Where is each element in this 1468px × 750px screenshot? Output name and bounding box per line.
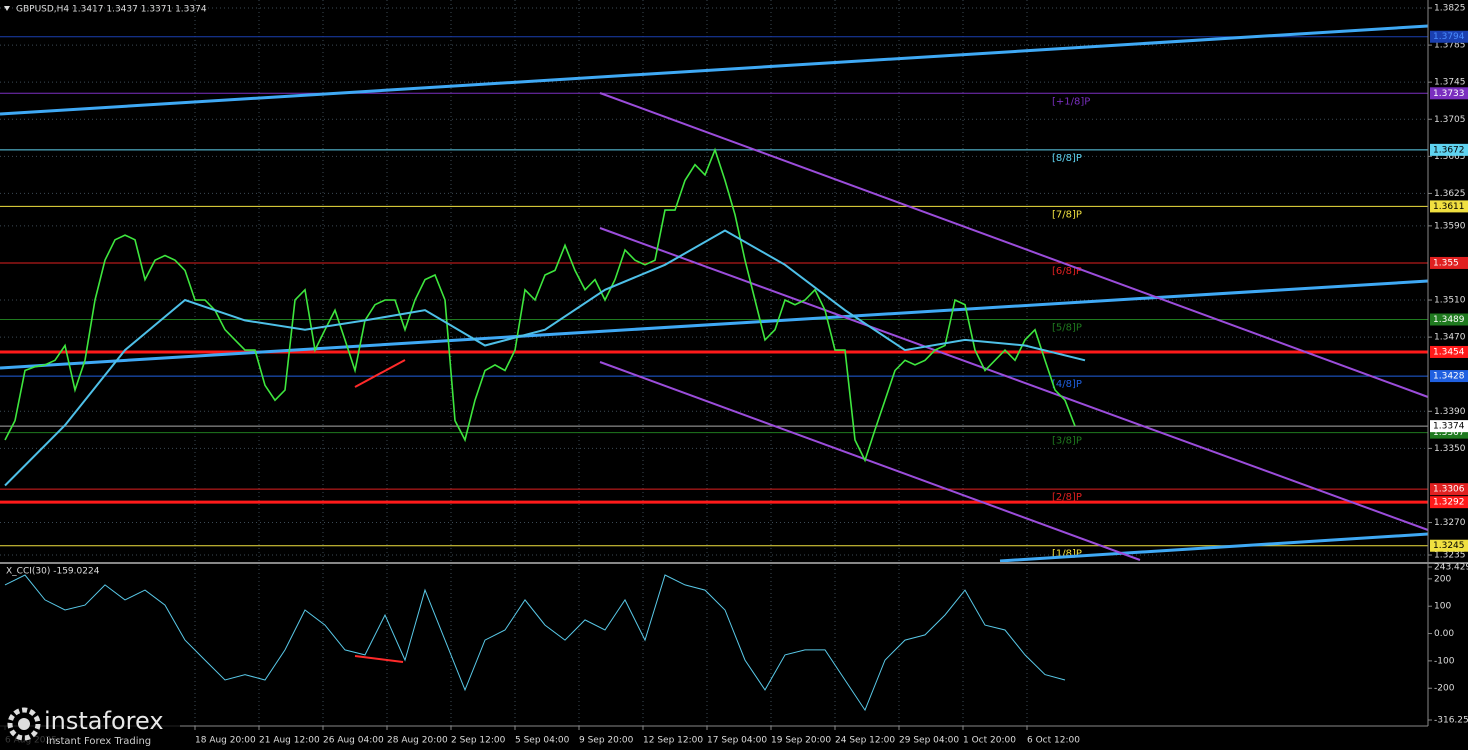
channel-line — [599, 227, 1429, 531]
logo-tagline: Instant Forex Trading — [46, 736, 151, 747]
level-tag — [1430, 87, 1468, 100]
level-name: [1/8]P — [1052, 549, 1082, 560]
y-tick-label: 1.3825 — [1434, 4, 1466, 14]
y-tick-label: 1.3350 — [1434, 444, 1466, 454]
x-tick-label: 24 Sep 12:00 — [835, 736, 895, 746]
logo-name: instaforex — [44, 707, 164, 735]
x-tick-label: 9 Sep 20:00 — [579, 736, 634, 746]
logo-bg — [0, 704, 180, 750]
level-label: 1.3306 — [1433, 485, 1465, 495]
divergence-line — [354, 655, 404, 663]
y-tick-label: 100 — [1434, 602, 1451, 612]
y-tick-label: 1.3625 — [1434, 189, 1466, 199]
level-tag — [1430, 539, 1468, 552]
indicator-title: X_CCI(30) -159.0224 — [6, 567, 100, 577]
level-tag — [1430, 143, 1468, 156]
x-tick-label: 6 Oct 12:00 — [1027, 736, 1080, 746]
level-label: 1.3245 — [1433, 541, 1465, 551]
x-tick-label: 26 Aug 04:00 — [323, 736, 384, 746]
level-label: 1.3454 — [1433, 347, 1465, 357]
y-tick-label: -100 — [1434, 656, 1455, 666]
level-tag — [1430, 345, 1468, 358]
level-name: [3/8]P — [1052, 436, 1082, 447]
level-name: [7/8]P — [1052, 209, 1082, 220]
trend-lines — [0, 24, 1429, 663]
y-tick-label: 1.3785 — [1434, 41, 1466, 51]
level-tag — [1430, 370, 1468, 383]
level-label: 1.3292 — [1433, 498, 1465, 508]
levels: [+1/8]P [8/8]P [7/8]P [6/8]P [5/8]P [4/8]P [3/… — [0, 36, 1428, 560]
trend-line — [0, 279, 1429, 370]
logo-icon — [7, 707, 41, 741]
chart-title: GBPUSD,H4 1.3417 1.3437 1.3371 1.3374 — [16, 5, 207, 15]
channel-line — [599, 361, 1141, 561]
y-tick-label: 1.3235 — [1434, 551, 1466, 561]
x-tick-label: 18 Aug 20:00 — [195, 736, 256, 746]
divergence-line — [354, 359, 406, 388]
cci-line — [4, 574, 1066, 712]
y-tick-label: 1.3705 — [1434, 115, 1466, 125]
level-label: 1.3367 — [1433, 428, 1465, 438]
level-name: [8/8]P — [1052, 153, 1082, 164]
x-tick-label: 5 Sep 04:00 — [515, 736, 570, 746]
y-tick-label: 1.3510 — [1434, 296, 1466, 306]
price-tag — [1430, 420, 1468, 433]
level-tag — [1430, 30, 1468, 43]
level-name: [4/8]P — [1052, 379, 1082, 390]
x-tick-label: 29 Sep 04:00 — [899, 736, 959, 746]
x-tick-label: 12 Sep 12:00 — [643, 736, 703, 746]
y-tick-label: 200 — [1434, 574, 1451, 584]
level-label: 1.3733 — [1433, 89, 1465, 99]
y-tick-label: 1.3270 — [1434, 518, 1466, 528]
x-tick-label: 1 Oct 20:00 — [963, 736, 1016, 746]
x-tick-label: 2 Sep 12:00 — [451, 736, 506, 746]
price-label: 1.3374 — [1433, 422, 1465, 432]
y-tick-label: 1.3390 — [1434, 407, 1466, 417]
level-label: 1.3672 — [1433, 145, 1465, 155]
level-label: 1.3611 — [1433, 202, 1465, 212]
y-tick-label: -200 — [1434, 684, 1455, 694]
plot — [4, 147, 1086, 712]
y-tick-label: 0.00 — [1434, 629, 1454, 639]
level-label: 1.3428 — [1433, 372, 1465, 382]
y-tick-label: 1.3745 — [1434, 78, 1466, 88]
level-tag — [1430, 200, 1468, 213]
level-label: 1.3794 — [1433, 32, 1465, 42]
logo-icon — [18, 718, 30, 730]
axis: 1.3825 1.3785 1.3745 1.3705 1.3665 1.3625 1.35… — [4, 4, 1468, 746]
level-name: [6/8]P — [1052, 266, 1082, 277]
channel-line — [599, 92, 1429, 398]
title-arrow — [4, 6, 10, 11]
level-name: [2/8]P — [1052, 492, 1082, 503]
x-tick-label: 19 Sep 20:00 — [771, 736, 831, 746]
trend-line — [0, 24, 1429, 116]
level-name: [+1/8]P — [1052, 96, 1090, 107]
level-tag — [1430, 256, 1468, 269]
level-tag — [1430, 496, 1468, 509]
y-tick-label: 1.3665 — [1434, 152, 1466, 162]
y-tick-label: 1.3590 — [1434, 221, 1466, 231]
trend-line — [999, 532, 1429, 563]
level-label: 1.3489 — [1433, 315, 1465, 325]
x-tick-label: 21 Aug 12:00 — [259, 736, 320, 746]
level-tag — [1430, 313, 1468, 326]
y-tick-label: 1.3470 — [1434, 333, 1466, 343]
level-tag — [1430, 483, 1468, 496]
level-label: 1.355 — [1433, 258, 1459, 268]
x-tick-label: 28 Aug 20:00 — [387, 736, 448, 746]
y-tick-label: 243.429 — [1434, 563, 1468, 573]
level-name: [5/8]P — [1052, 323, 1082, 334]
grid — [0, 0, 1428, 726]
x-tick-label: 17 Sep 04:00 — [707, 736, 767, 746]
logo: instaforex Instant Forex Trading — [0, 704, 180, 750]
y-tick-label: -316.257 — [1434, 716, 1468, 726]
moving-average — [4, 229, 1086, 487]
price-line — [4, 147, 1076, 463]
